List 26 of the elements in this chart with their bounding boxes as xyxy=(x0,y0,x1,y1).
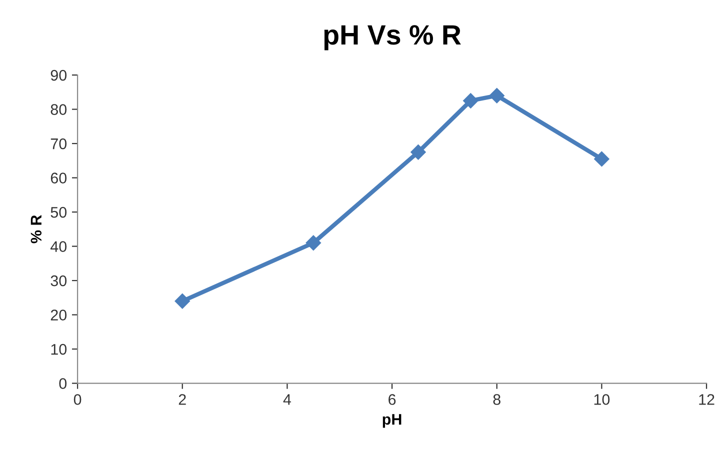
point xyxy=(463,93,478,108)
y-tick-label: 10 xyxy=(51,344,67,355)
x-tick-label: 10 xyxy=(594,394,610,405)
x-axis-title: pH xyxy=(382,414,402,428)
y-tick-label: 50 xyxy=(50,206,67,218)
x-tick-label: 6 xyxy=(388,394,396,405)
chart-title: pH Vs % R xyxy=(324,25,461,50)
x-tick-label: 2 xyxy=(178,394,186,405)
y-tick-label: 60 xyxy=(50,172,67,184)
point xyxy=(174,294,190,309)
point xyxy=(410,144,426,160)
y-tick-label: 20 xyxy=(50,310,67,320)
x-tick-label: 4 xyxy=(283,394,291,405)
y-tick-label: 30 xyxy=(50,275,67,286)
point xyxy=(489,88,504,104)
x-tick-label: 12 xyxy=(699,394,714,405)
x-tick-label: 8 xyxy=(493,394,500,405)
y-tick-label: 90 xyxy=(50,70,67,81)
y-tick-label: 80 xyxy=(50,104,67,115)
x-tick-label: 0 xyxy=(74,394,82,405)
y-axis-title: % R xyxy=(30,215,42,244)
y-tick-label: 0 xyxy=(59,378,67,389)
point xyxy=(306,235,321,250)
y-tick-label: 40 xyxy=(50,241,67,252)
point xyxy=(594,151,610,167)
y-tick-label: 70 xyxy=(50,138,67,150)
